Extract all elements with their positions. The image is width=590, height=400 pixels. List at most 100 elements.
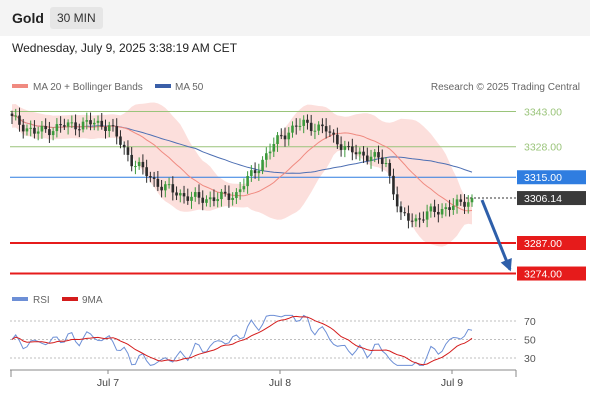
copyright-text: Research © 2025 Trading Central — [431, 82, 580, 93]
candle-body — [29, 127, 32, 129]
candle-body — [141, 161, 145, 168]
candle-body — [178, 193, 182, 196]
bollinger-bands — [12, 102, 472, 247]
rsi-legend-label: RSI — [33, 295, 50, 306]
candle-body — [186, 196, 190, 201]
candle-body — [268, 151, 272, 154]
candle-body — [164, 184, 167, 191]
candle-body — [298, 125, 302, 127]
candle-body — [111, 125, 115, 127]
candle-body — [425, 211, 429, 220]
candle-body — [59, 124, 62, 126]
candle-body — [369, 156, 373, 161]
candle-body — [201, 197, 205, 203]
candle-body — [276, 135, 279, 145]
candle-body — [429, 206, 433, 212]
candle-body — [96, 120, 100, 123]
candle-body — [85, 120, 89, 122]
candle-body — [70, 122, 74, 124]
candle-body — [107, 125, 111, 132]
rsi-legend: RSI 9MA — [12, 295, 103, 306]
candle-body — [336, 134, 339, 145]
rsi-tick-label: 30 — [524, 353, 536, 365]
level-labels: 3343.00 3328.00 3315.00 3306.14 3287.00 3274.… — [517, 106, 586, 281]
candle-body — [149, 176, 152, 178]
level-box-pivot — [517, 170, 586, 185]
candle-body — [81, 121, 85, 130]
x-tick-label: Jul 9 — [441, 377, 463, 389]
level-label-resistance_1: 3328.00 — [524, 142, 562, 154]
forecast-arrow — [480, 199, 512, 272]
rsi-panel: 70 50 30 — [10, 314, 536, 366]
candle-body — [351, 146, 354, 153]
rsi-legend-swatch — [12, 297, 28, 301]
candle-body — [92, 122, 96, 125]
moving-averages — [11, 115, 473, 212]
candle-body — [291, 125, 294, 133]
candle-body — [395, 194, 399, 207]
candle-body — [287, 132, 291, 140]
candle-body — [362, 151, 365, 156]
candle-body — [242, 186, 246, 190]
candle-body — [193, 192, 197, 197]
candle-body — [343, 146, 347, 150]
candle-body — [373, 152, 377, 157]
candle-body — [365, 155, 369, 161]
candle-body — [145, 167, 148, 177]
candle-body — [66, 122, 70, 127]
candle-body — [358, 151, 362, 155]
candle-body — [21, 124, 25, 132]
rsi-ma-line — [11, 315, 473, 366]
candle-body — [44, 126, 47, 130]
candle-body — [444, 207, 448, 210]
candle-body — [384, 163, 388, 165]
candle-body — [328, 131, 332, 133]
candle-body — [347, 146, 350, 148]
timeframe-badge[interactable]: 30 MIN — [50, 7, 103, 29]
candle-body — [156, 178, 160, 187]
candle-body — [403, 212, 406, 214]
x-axis: Jul 7 Jul 8 Jul 9 — [10, 369, 517, 389]
candle-body — [227, 193, 231, 201]
rsi-line — [11, 314, 473, 366]
candle-body — [302, 119, 306, 126]
candle-body — [324, 126, 328, 132]
candle-body — [354, 152, 358, 155]
forecast-arrow-head — [500, 258, 512, 272]
candle-body — [407, 213, 410, 221]
candle-body — [279, 135, 283, 137]
forecast-arrow-shaft — [480, 199, 512, 271]
candle-body — [339, 144, 343, 150]
candle-body — [377, 152, 380, 158]
candle-body — [171, 184, 175, 193]
x-tick-label: Jul 7 — [97, 377, 119, 389]
candle-body — [137, 161, 141, 167]
candle-body — [399, 206, 403, 213]
candle-body — [455, 199, 459, 206]
candle-body — [257, 170, 261, 174]
candle-body — [231, 197, 234, 201]
candle-body — [115, 126, 119, 137]
rsi-tick-label: 50 — [524, 334, 536, 346]
candle-body — [190, 196, 193, 201]
candle-body — [463, 201, 466, 207]
candle-body — [14, 115, 18, 117]
candle-body — [134, 166, 137, 168]
level-box-last_price — [517, 191, 586, 206]
candle-body — [272, 144, 276, 152]
candle-body — [152, 177, 156, 179]
candle-body — [235, 192, 238, 198]
level-label-support_1: 3287.00 — [524, 238, 562, 250]
candle-body — [89, 120, 92, 125]
candle-body — [309, 122, 313, 132]
candle-body — [51, 131, 55, 136]
candle-body — [10, 113, 14, 116]
candle-body — [459, 199, 463, 202]
candle-body — [33, 127, 36, 134]
level-box-support_2 — [517, 266, 586, 281]
candle-body — [414, 218, 418, 222]
candle-body — [205, 199, 208, 203]
candle-body — [55, 124, 59, 132]
instrument-title: Gold — [12, 10, 44, 26]
